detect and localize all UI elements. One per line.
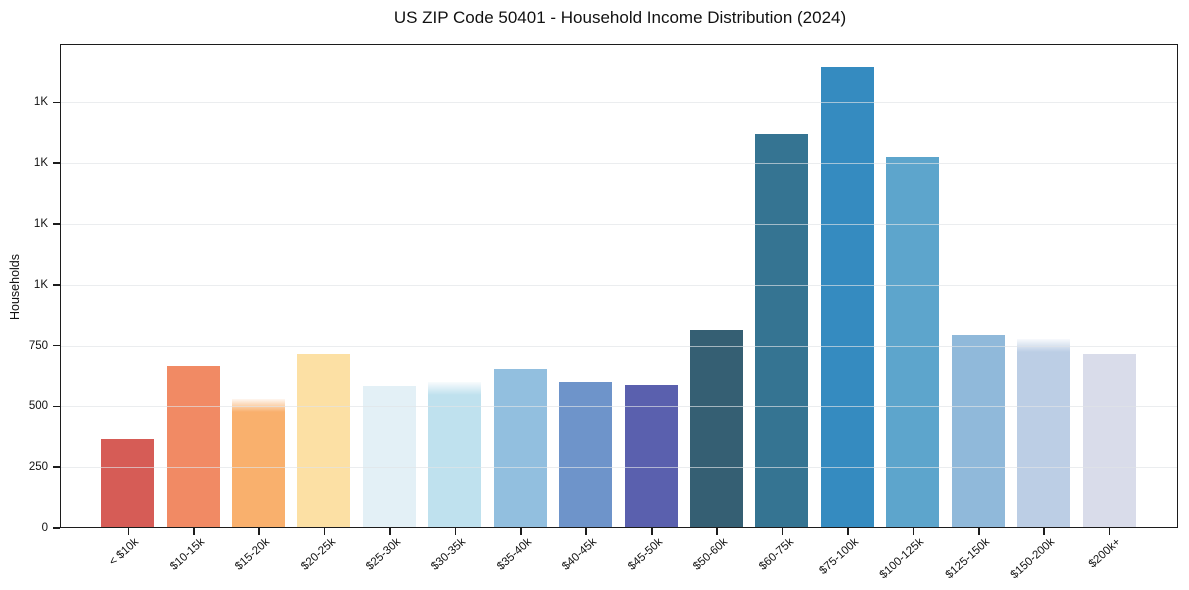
gridline xyxy=(61,102,1177,104)
bar xyxy=(624,384,678,527)
y-tick-label: 1K xyxy=(33,96,48,109)
gridline xyxy=(61,284,1177,286)
x-tick-label: $45-50k xyxy=(625,536,665,573)
plot-area xyxy=(60,44,1178,528)
x-tick-label: $200k+ xyxy=(1086,536,1123,571)
y-tick-mark xyxy=(53,162,60,164)
x-tick-mark xyxy=(716,528,718,535)
y-tick-label: 250 xyxy=(28,461,48,474)
y-tick-label: 0 xyxy=(41,522,48,534)
x-tick-mark xyxy=(454,528,457,535)
chart-title: US ZIP Code 50401 - Household Income Dis… xyxy=(393,8,847,27)
x-tick-label: < $10k xyxy=(107,536,142,569)
x-tick-mark xyxy=(192,528,195,535)
x-tick-mark xyxy=(1108,528,1111,535)
x-tick-label: $75-100k xyxy=(817,536,862,578)
x-tick-label: $40-45k xyxy=(560,536,600,573)
bar xyxy=(101,439,155,527)
y-tick-label: 1K xyxy=(33,217,48,230)
bar xyxy=(951,334,1005,527)
bar xyxy=(428,382,482,527)
y-tick-mark xyxy=(53,223,60,225)
bar xyxy=(559,382,613,527)
bar xyxy=(755,134,809,527)
y-tick-mark xyxy=(53,344,60,347)
bar xyxy=(493,368,547,527)
x-tick-label: $25-30k xyxy=(364,536,404,573)
y-tick-mark xyxy=(53,101,60,104)
y-tick-label: 750 xyxy=(28,339,48,352)
x-tick-mark xyxy=(650,528,653,535)
y-tick-label: 1K xyxy=(33,157,48,170)
bar xyxy=(690,330,744,527)
x-tick-mark xyxy=(323,528,326,535)
bar xyxy=(1017,338,1071,527)
gridline xyxy=(61,467,1177,469)
x-tick-mark xyxy=(1043,528,1046,535)
bar xyxy=(232,399,286,527)
bar xyxy=(1082,354,1136,527)
y-tick-label: 500 xyxy=(28,400,48,413)
x-tick-mark xyxy=(978,528,980,535)
gridline xyxy=(61,223,1177,225)
x-tick-label: $30-35k xyxy=(429,536,469,573)
x-tick-mark xyxy=(847,528,849,535)
x-tick-label: $10-15k xyxy=(167,536,207,573)
gridline xyxy=(61,345,1177,347)
x-tick-label: $20-25k xyxy=(298,536,338,573)
bar xyxy=(166,366,220,527)
bar xyxy=(820,67,874,527)
x-tick-mark xyxy=(781,528,784,535)
bar xyxy=(362,385,416,527)
y-tick-mark xyxy=(53,283,60,286)
x-tick-label: $15-20k xyxy=(233,536,273,573)
gridline xyxy=(61,163,1177,165)
bar xyxy=(297,354,351,527)
x-tick-label: $150-200k xyxy=(1008,536,1058,582)
x-tick-mark xyxy=(389,528,391,535)
x-tick-mark xyxy=(258,528,260,535)
y-tick-mark xyxy=(53,527,60,529)
y-tick-label: 1K xyxy=(33,278,48,291)
x-tick-label: $35-40k xyxy=(494,536,534,573)
x-tick-label: $100-125k xyxy=(878,536,927,582)
x-tick-label: $60-75k xyxy=(756,536,796,573)
x-tick-label: $50-60k xyxy=(691,536,731,573)
x-tick-mark xyxy=(127,528,130,535)
x-tick-label: $125-150k xyxy=(943,536,992,582)
gridline xyxy=(61,406,1177,408)
x-tick-mark xyxy=(520,528,522,535)
y-tick-mark xyxy=(53,405,60,408)
x-tick-mark xyxy=(585,528,588,535)
y-tick-mark xyxy=(53,466,60,468)
bar xyxy=(886,157,940,527)
x-tick-mark xyxy=(912,528,915,535)
